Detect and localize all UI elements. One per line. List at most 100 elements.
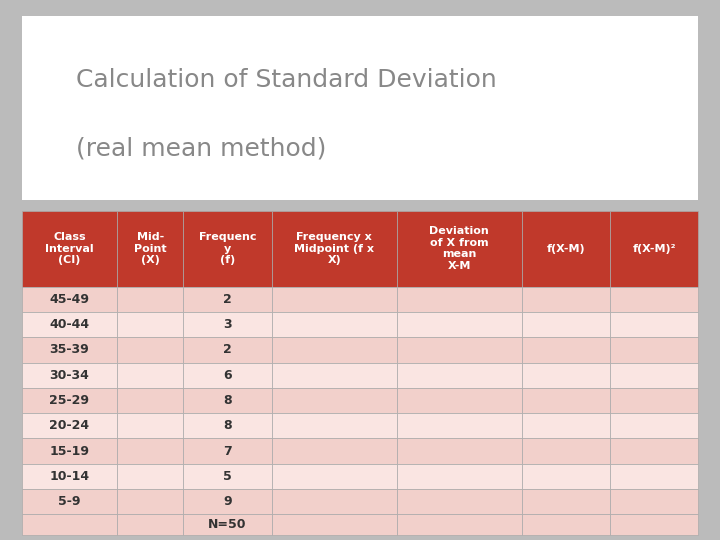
- Bar: [610, 489, 698, 514]
- Bar: [22, 312, 117, 338]
- Text: f(X-M): f(X-M): [546, 244, 585, 254]
- Text: 8: 8: [223, 394, 232, 407]
- Text: 7: 7: [223, 444, 232, 457]
- Bar: [184, 312, 271, 338]
- Bar: [117, 464, 184, 489]
- Bar: [610, 362, 698, 388]
- Bar: [22, 388, 117, 413]
- Bar: [522, 438, 610, 464]
- Text: 3: 3: [223, 318, 232, 331]
- Bar: [184, 338, 271, 362]
- Bar: [610, 211, 698, 287]
- Text: f(X-M)²: f(X-M)²: [632, 244, 676, 254]
- Bar: [184, 388, 271, 413]
- Bar: [184, 464, 271, 489]
- Bar: [397, 464, 522, 489]
- Text: 10-14: 10-14: [50, 470, 89, 483]
- Text: Calculation of Standard Deviation: Calculation of Standard Deviation: [76, 69, 497, 92]
- Bar: [610, 312, 698, 338]
- Bar: [522, 464, 610, 489]
- Bar: [397, 338, 522, 362]
- Bar: [22, 362, 117, 388]
- Bar: [397, 211, 522, 287]
- Bar: [22, 287, 117, 312]
- Text: 15-19: 15-19: [50, 444, 89, 457]
- Bar: [397, 514, 522, 535]
- Text: 30-34: 30-34: [50, 369, 89, 382]
- Text: 2: 2: [223, 293, 232, 306]
- Text: Deviation
of X from
mean
X-M: Deviation of X from mean X-M: [429, 226, 489, 271]
- Bar: [117, 489, 184, 514]
- Bar: [397, 489, 522, 514]
- Bar: [22, 464, 117, 489]
- Bar: [184, 514, 271, 535]
- Text: Frequenc
y
(f): Frequenc y (f): [199, 232, 256, 265]
- Bar: [271, 312, 397, 338]
- Text: N=50: N=50: [208, 518, 247, 531]
- Bar: [271, 438, 397, 464]
- Bar: [522, 489, 610, 514]
- Text: 9: 9: [223, 495, 232, 508]
- Text: (real mean method): (real mean method): [76, 137, 326, 160]
- Text: Mid-
Point
(X): Mid- Point (X): [134, 232, 166, 265]
- Bar: [22, 438, 117, 464]
- Bar: [397, 438, 522, 464]
- Bar: [397, 413, 522, 438]
- Bar: [610, 438, 698, 464]
- Bar: [522, 362, 610, 388]
- Text: 45-49: 45-49: [50, 293, 89, 306]
- Bar: [271, 464, 397, 489]
- Text: Class
Interval
(CI): Class Interval (CI): [45, 232, 94, 265]
- Bar: [22, 489, 117, 514]
- Bar: [610, 413, 698, 438]
- Bar: [522, 514, 610, 535]
- Bar: [22, 338, 117, 362]
- Bar: [184, 489, 271, 514]
- Bar: [610, 514, 698, 535]
- Text: 20-24: 20-24: [50, 419, 89, 432]
- Bar: [271, 362, 397, 388]
- Bar: [271, 489, 397, 514]
- Text: 40-44: 40-44: [50, 318, 89, 331]
- Text: 6: 6: [223, 369, 232, 382]
- Bar: [184, 413, 271, 438]
- Bar: [271, 287, 397, 312]
- Bar: [117, 287, 184, 312]
- Bar: [271, 211, 397, 287]
- Bar: [610, 388, 698, 413]
- Bar: [522, 287, 610, 312]
- Bar: [184, 211, 271, 287]
- Bar: [117, 514, 184, 535]
- Bar: [271, 413, 397, 438]
- Bar: [522, 388, 610, 413]
- Bar: [117, 338, 184, 362]
- Bar: [117, 312, 184, 338]
- Text: 5-9: 5-9: [58, 495, 81, 508]
- Bar: [117, 362, 184, 388]
- Bar: [522, 211, 610, 287]
- Bar: [397, 287, 522, 312]
- Bar: [271, 514, 397, 535]
- Text: 5: 5: [223, 470, 232, 483]
- Bar: [22, 413, 117, 438]
- Bar: [117, 211, 184, 287]
- Text: 25-29: 25-29: [50, 394, 89, 407]
- Bar: [22, 211, 117, 287]
- Bar: [397, 362, 522, 388]
- Text: Frequency x
Midpoint (f x
X): Frequency x Midpoint (f x X): [294, 232, 374, 265]
- Bar: [522, 413, 610, 438]
- Bar: [610, 464, 698, 489]
- Bar: [184, 438, 271, 464]
- Bar: [610, 338, 698, 362]
- Bar: [117, 413, 184, 438]
- Bar: [610, 287, 698, 312]
- FancyBboxPatch shape: [0, 7, 720, 209]
- Bar: [522, 338, 610, 362]
- Bar: [271, 338, 397, 362]
- Bar: [22, 514, 117, 535]
- Bar: [117, 438, 184, 464]
- Text: 35-39: 35-39: [50, 343, 89, 356]
- Bar: [184, 287, 271, 312]
- Bar: [397, 388, 522, 413]
- Text: 2: 2: [223, 343, 232, 356]
